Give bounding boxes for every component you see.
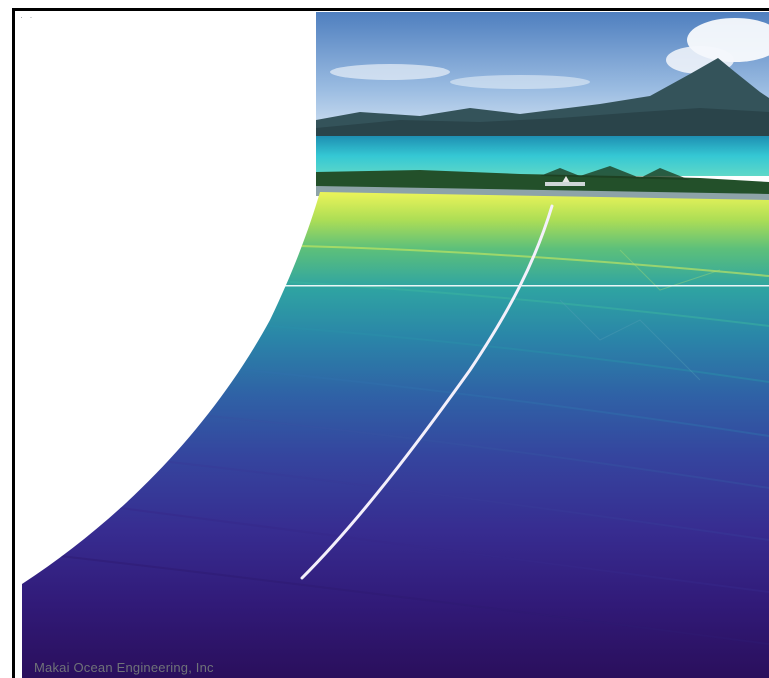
image-credit: Makai Ocean Engineering, Inc xyxy=(34,660,214,675)
corner-marks: · · xyxy=(20,12,35,22)
top-border xyxy=(14,8,769,11)
left-border xyxy=(12,8,15,678)
